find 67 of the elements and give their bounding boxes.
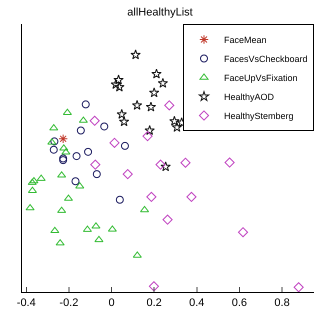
- point: [132, 100, 142, 110]
- point: [59, 144, 68, 151]
- point: [92, 170, 101, 178]
- point: [146, 192, 156, 202]
- point: [238, 227, 248, 238]
- point: [116, 108, 127, 119]
- point: [140, 206, 150, 212]
- point: [186, 192, 196, 202]
- point: [72, 177, 80, 186]
- legend-label: HealthyStemberg: [224, 111, 294, 122]
- point: [61, 148, 70, 155]
- point: [58, 134, 68, 144]
- point: [84, 148, 92, 156]
- point: [109, 138, 120, 148]
- point: [151, 68, 162, 78]
- point: [158, 78, 168, 88]
- legend-label: FaceUpVsFixation: [224, 73, 298, 84]
- point: [120, 142, 129, 150]
- point: [72, 152, 81, 160]
- point: [180, 158, 191, 168]
- x-tick-label: 0.2: [146, 297, 162, 310]
- x-tick-label: 0.4: [189, 297, 204, 310]
- point: [122, 169, 133, 180]
- point: [59, 156, 68, 164]
- point: [116, 196, 124, 204]
- point: [162, 214, 173, 225]
- point: [59, 154, 68, 162]
- point: [110, 79, 121, 89]
- point: [148, 281, 159, 292]
- point: [130, 49, 141, 60]
- point: [113, 74, 124, 84]
- point: [94, 236, 104, 242]
- point: [142, 131, 153, 142]
- x-tick-label: 0.8: [274, 297, 290, 310]
- point: [155, 160, 166, 170]
- point: [50, 146, 58, 154]
- point: [146, 102, 156, 112]
- chart-title: allHealthyList: [127, 6, 193, 19]
- legend-label: FacesVsCheckboard: [224, 54, 308, 64]
- x-tick-label: 0.6: [232, 297, 248, 310]
- x-tick-label: -0.4: [16, 297, 36, 310]
- point: [224, 157, 235, 168]
- point: [76, 126, 85, 134]
- point: [50, 137, 58, 146]
- x-tick-label: -0.2: [59, 297, 78, 310]
- legend-label: FaceMean: [224, 35, 267, 46]
- x-tick-label: 0: [108, 297, 115, 310]
- point: [82, 100, 90, 108]
- point: [148, 87, 160, 98]
- point: [144, 125, 155, 135]
- point: [108, 225, 117, 232]
- point: [294, 282, 304, 292]
- point: [160, 161, 171, 172]
- point: [164, 100, 174, 110]
- point: [91, 222, 100, 229]
- point: [57, 171, 66, 178]
- point: [169, 116, 180, 126]
- point: [172, 122, 182, 132]
- point: [47, 138, 56, 145]
- point: [100, 122, 108, 130]
- point: [114, 82, 125, 92]
- point: [90, 116, 100, 126]
- point: [50, 226, 60, 234]
- legend-label: HealthyAOD: [224, 92, 275, 102]
- point: [132, 251, 142, 258]
- point: [118, 116, 130, 126]
- point: [90, 160, 100, 170]
